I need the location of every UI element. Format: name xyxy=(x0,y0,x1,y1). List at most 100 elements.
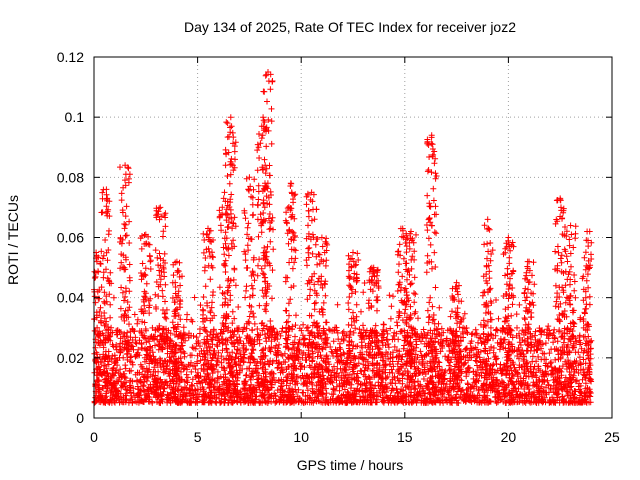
data-point xyxy=(118,259,125,266)
data-point xyxy=(291,350,298,357)
data-point xyxy=(245,355,252,362)
data-point xyxy=(436,363,443,370)
data-point xyxy=(126,368,133,375)
data-point xyxy=(264,387,271,394)
data-point xyxy=(233,393,240,400)
data-point xyxy=(207,329,214,336)
data-point xyxy=(187,352,194,359)
data-point xyxy=(409,330,416,337)
data-point xyxy=(260,117,267,124)
data-point xyxy=(490,335,496,342)
data-point xyxy=(117,366,124,373)
data-point xyxy=(543,384,549,391)
data-point xyxy=(347,283,354,290)
data-point xyxy=(102,237,109,243)
data-point xyxy=(242,257,249,264)
data-point xyxy=(403,249,410,256)
data-point xyxy=(582,360,589,367)
data-point xyxy=(267,86,274,93)
data-point xyxy=(434,384,440,391)
data-point xyxy=(121,317,128,324)
data-point xyxy=(231,148,238,155)
data-point xyxy=(119,209,126,216)
data-point xyxy=(580,356,587,363)
data-point xyxy=(192,374,199,381)
data-point xyxy=(461,310,468,317)
data-point xyxy=(207,344,213,351)
data-point xyxy=(309,231,316,238)
data-point xyxy=(198,348,205,354)
data-point xyxy=(139,332,146,339)
data-point xyxy=(323,397,330,404)
data-point xyxy=(201,326,207,333)
data-point xyxy=(149,373,156,380)
data-point xyxy=(256,131,262,137)
data-point xyxy=(545,323,552,330)
data-point xyxy=(227,363,234,370)
data-point xyxy=(134,353,140,359)
data-point xyxy=(217,222,224,229)
data-point xyxy=(255,196,262,203)
data-point xyxy=(267,188,274,195)
data-point xyxy=(290,360,296,367)
data-point xyxy=(309,273,316,280)
data-point xyxy=(98,338,105,345)
data-point xyxy=(139,383,146,390)
data-point xyxy=(472,357,479,364)
data-point xyxy=(299,354,306,361)
data-point xyxy=(493,360,500,367)
data-point xyxy=(288,255,295,262)
data-point xyxy=(175,288,182,295)
data-point xyxy=(225,313,232,320)
data-point xyxy=(380,357,387,364)
data-point xyxy=(304,296,311,303)
data-point xyxy=(105,361,112,368)
data-point xyxy=(549,394,556,401)
data-point xyxy=(183,316,190,323)
data-point xyxy=(402,368,408,374)
data-point xyxy=(107,301,114,308)
data-point xyxy=(216,284,223,291)
data-point xyxy=(472,344,479,351)
data-point xyxy=(263,143,270,150)
data-point xyxy=(434,395,441,402)
data-point xyxy=(367,346,374,352)
data-point xyxy=(162,310,169,317)
data-point xyxy=(411,355,418,362)
data-point xyxy=(102,399,109,406)
data-point xyxy=(261,331,268,338)
data-point xyxy=(307,341,314,348)
data-point xyxy=(290,374,297,381)
data-point xyxy=(431,229,438,236)
data-point xyxy=(339,398,345,405)
data-point xyxy=(322,366,329,373)
data-point xyxy=(123,232,130,239)
data-point xyxy=(296,336,303,343)
data-point xyxy=(500,379,507,386)
data-point xyxy=(382,342,389,349)
data-point xyxy=(217,212,224,218)
data-point xyxy=(148,358,155,365)
data-point xyxy=(266,283,273,289)
data-point xyxy=(311,319,318,326)
data-point xyxy=(262,335,269,342)
data-point xyxy=(162,281,169,288)
data-point xyxy=(352,325,359,332)
data-point xyxy=(360,289,367,296)
data-point xyxy=(371,282,378,289)
data-point xyxy=(222,314,229,321)
data-point xyxy=(265,194,272,201)
data-point xyxy=(200,249,207,256)
data-point xyxy=(257,140,264,147)
data-point xyxy=(437,348,444,355)
data-point xyxy=(320,372,327,379)
data-point xyxy=(254,141,261,148)
data-point xyxy=(337,359,343,366)
data-point xyxy=(267,348,274,355)
data-point xyxy=(426,390,433,397)
data-point xyxy=(249,370,256,377)
data-point xyxy=(126,261,133,268)
data-point xyxy=(147,266,154,272)
data-point xyxy=(387,315,394,322)
data-point xyxy=(429,303,436,310)
